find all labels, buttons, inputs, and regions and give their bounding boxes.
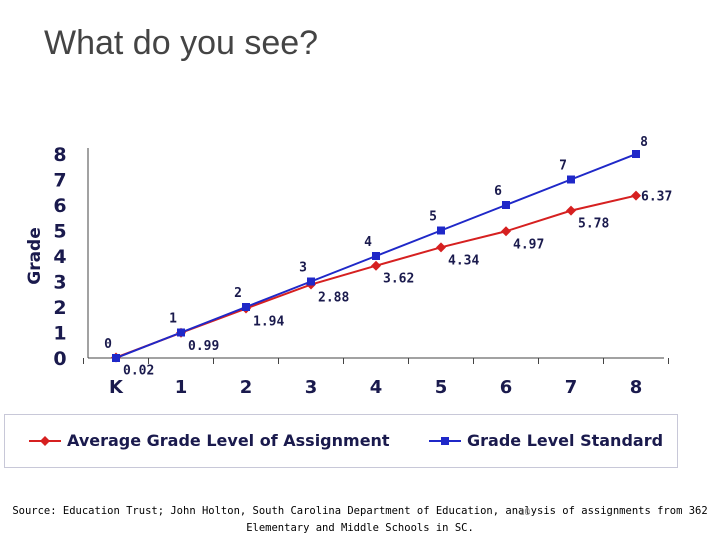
y-tick-label: 2 — [53, 297, 66, 319]
data-label: 2 — [234, 286, 242, 301]
data-label: 6 — [494, 184, 502, 199]
data-point-average — [501, 226, 511, 237]
y-tick-label: 0 — [53, 348, 66, 370]
data-label: 3 — [299, 261, 307, 276]
data-label: 5.78 — [578, 217, 609, 232]
data-label: 3.62 — [383, 272, 414, 287]
data-label: 4 — [364, 235, 372, 250]
data-point-standard — [502, 201, 510, 209]
data-point-average — [371, 260, 381, 271]
y-tick-labels: 0 1 2 3 4 5 6 7 8 — [53, 144, 66, 370]
data-labels: 0.02 0.99 1.94 2.88 3.62 4.34 4.97 5.78 6.37 0 1 2 3… — [104, 135, 672, 378]
x-tick-label: 5 — [435, 377, 448, 398]
y-tick-label: 5 — [53, 221, 66, 243]
data-label: 4.97 — [513, 237, 544, 252]
data-point-standard — [372, 252, 380, 260]
x-tick-label: 8 — [630, 377, 643, 398]
legend-marker-average — [29, 435, 61, 446]
data-label: 6.37 — [641, 190, 672, 205]
source-note: Source: Education Trust; John Holton, So… — [0, 503, 720, 537]
data-label: 0 — [104, 337, 112, 352]
y-tick-label: 3 — [53, 272, 66, 294]
y-axis-title: Grade — [25, 227, 45, 285]
data-label: 1.94 — [253, 315, 284, 330]
x-tick-label: 6 — [500, 377, 513, 398]
x-tick-label: 7 — [565, 377, 578, 398]
y-tick-label: 6 — [53, 195, 66, 217]
legend-label-average: Average Grade Level of Assignment — [67, 431, 390, 450]
series-layer — [111, 150, 641, 363]
slide-title: What do you see? — [44, 24, 319, 62]
data-point-standard — [567, 175, 575, 184]
source-line-1: Source: Education Trust; John Holton, So… — [12, 505, 708, 517]
series-line-0 — [115, 194, 637, 359]
page-number: 10 — [519, 507, 531, 518]
x-tick-label: 1 — [175, 377, 188, 398]
data-label: 7 — [559, 159, 567, 174]
legend-label-standard: Grade Level Standard — [467, 431, 664, 450]
data-point-standard — [437, 226, 445, 235]
x-tick-label: 3 — [305, 377, 318, 398]
x-tick-labels: K 1 2 3 4 5 6 7 8 — [109, 377, 642, 398]
legend-marker-standard — [429, 436, 461, 445]
x-tick-label: K — [109, 377, 124, 398]
data-point-average — [436, 242, 446, 253]
data-label: 1 — [169, 312, 177, 327]
data-label: 5 — [429, 210, 437, 225]
legend-item-standard: Grade Level Standard — [429, 431, 663, 450]
y-tick-label: 7 — [53, 170, 66, 192]
chart-legend: Average Grade Level of Assignment Grade … — [4, 414, 678, 468]
data-label: 8 — [640, 135, 648, 150]
data-label: 2.88 — [318, 291, 349, 306]
chart-axes — [83, 148, 669, 364]
y-tick-label: 8 — [53, 144, 66, 166]
source-line-2: Elementary and Middle Schools in SC. — [246, 522, 474, 534]
y-tick-label: 1 — [53, 323, 66, 345]
data-point-average — [566, 205, 576, 216]
data-point-average — [631, 190, 641, 201]
x-tick-label: 4 — [370, 377, 383, 398]
data-point-standard — [177, 328, 185, 337]
y-tick-label: 4 — [53, 246, 66, 268]
legend-item-average: Average Grade Level of Assignment — [29, 431, 390, 450]
data-point-standard — [307, 277, 315, 286]
data-label: 0.02 — [123, 363, 154, 378]
x-tick-label: 2 — [240, 377, 253, 398]
data-label: 4.34 — [448, 253, 479, 268]
data-point-standard — [112, 354, 120, 362]
data-point-standard — [632, 150, 640, 158]
data-label: 0.99 — [188, 339, 219, 354]
data-point-standard — [242, 303, 250, 311]
